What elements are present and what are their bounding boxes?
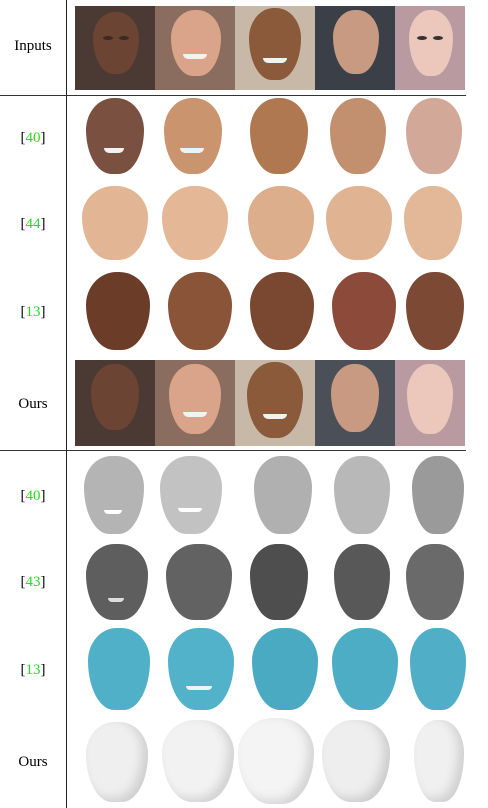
mesh-13-5: [408, 628, 466, 712]
recon-44-face-1: [78, 184, 152, 264]
row-inputs: Inputs: [0, 6, 488, 90]
mesh-13-3: [250, 628, 320, 712]
row-label-ref-44: [44]: [20, 216, 46, 232]
recon-44-face-2: [158, 184, 232, 264]
row-label-ours-geometry: Ours: [18, 754, 48, 770]
recon-44-face-4: [322, 184, 396, 264]
ours-mesh-1: [82, 718, 152, 804]
ours-texture-2: [155, 360, 235, 446]
row-ours-texture: Ours: [0, 360, 488, 446]
row-ref-13-texture: [13]: [0, 270, 488, 354]
mesh-40-4: [330, 456, 396, 536]
row-label-ref-40-geometry: [40]: [20, 488, 46, 504]
row-label-ours-texture: Ours: [18, 396, 48, 412]
row-ours-geometry: Ours: [0, 718, 488, 804]
recon-13-face-1: [82, 270, 154, 354]
ours-texture-1: [75, 360, 155, 446]
recon-13-face-5: [404, 270, 466, 354]
mesh-40-3: [250, 456, 318, 536]
ours-mesh-3: [236, 718, 316, 804]
ours-mesh-2: [160, 718, 236, 804]
row-label-ref-13-geometry: [13]: [20, 662, 46, 678]
row-ref-40-texture: [40]: [0, 98, 488, 178]
row-label-inputs: Inputs: [14, 38, 52, 54]
recon-13-face-4: [328, 270, 400, 354]
row-label-ref-43: [43]: [20, 574, 46, 590]
ours-texture-4: [315, 360, 395, 446]
mesh-40-5: [410, 456, 466, 536]
row-label-ref-13-texture: [13]: [20, 304, 46, 320]
section-divider-bottom: [0, 450, 466, 451]
recon-40-face-1: [80, 98, 150, 178]
row-ref-40-geometry: [40]: [0, 456, 488, 536]
input-photo-1: [75, 6, 155, 90]
mesh-43-1: [82, 542, 152, 622]
recon-40-face-3: [244, 98, 314, 178]
recon-40-face-2: [158, 98, 228, 178]
recon-13-face-3: [246, 270, 318, 354]
mesh-13-1: [86, 628, 152, 712]
input-photo-4: [315, 6, 395, 90]
mesh-43-4: [330, 542, 396, 622]
input-photo-2: [155, 6, 235, 90]
input-photo-5: [395, 6, 465, 90]
row-ref-13-geometry: [13]: [0, 628, 488, 712]
recon-13-face-2: [164, 270, 236, 354]
recon-44-face-5: [400, 184, 466, 264]
input-photo-3: [235, 6, 315, 90]
section-divider-top: [0, 95, 466, 96]
mesh-13-4: [330, 628, 400, 712]
ours-mesh-4: [320, 718, 392, 804]
mesh-40-2: [156, 456, 226, 536]
mesh-43-3: [246, 542, 314, 622]
mesh-43-2: [162, 542, 236, 622]
recon-44-face-3: [244, 184, 318, 264]
mesh-43-5: [404, 542, 466, 622]
recon-40-face-4: [324, 98, 394, 178]
ours-mesh-5: [412, 718, 466, 804]
recon-40-face-5: [402, 98, 466, 178]
ours-texture-3: [235, 360, 315, 446]
row-label-ref-40-texture: [40]: [20, 130, 46, 146]
ours-texture-5: [395, 360, 465, 446]
row-ref-44: [44]: [0, 184, 488, 264]
mesh-13-2: [166, 628, 236, 712]
mesh-40-1: [80, 456, 148, 536]
label-column-divider: [66, 0, 67, 808]
row-ref-43: [43]: [0, 542, 488, 622]
